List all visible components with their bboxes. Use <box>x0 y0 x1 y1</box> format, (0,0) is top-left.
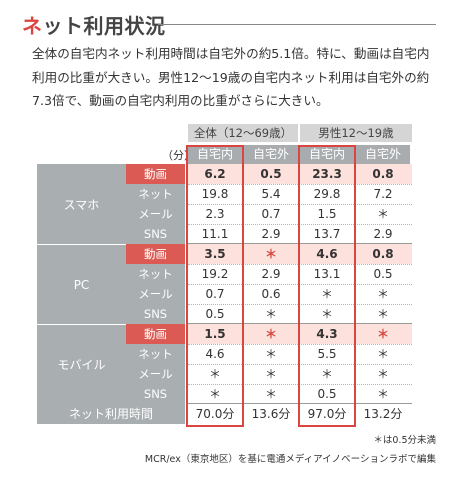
row-divider <box>188 184 412 185</box>
table-cell: ＊ <box>376 387 389 401</box>
table-cell: ＊ <box>376 367 389 381</box>
table-cell: 0.5 <box>260 167 282 181</box>
table-cell: ＊ <box>264 327 277 341</box>
group-divider <box>188 323 412 324</box>
table-cell: ＊ <box>264 367 277 381</box>
table-cell: 0.7 <box>205 287 225 301</box>
row-label: ネット <box>138 267 173 281</box>
group-header-all: 全体（12～69歳） <box>188 124 298 142</box>
footnote: ＊は0.5分未満 <box>373 435 436 446</box>
table-cell: 3.5 <box>204 247 226 261</box>
highlight-box-teen-home <box>298 145 356 427</box>
row-background <box>188 244 412 264</box>
column-header: 自宅内 <box>188 145 242 164</box>
table-cell: ＊ <box>376 307 389 321</box>
total-label: ネット利用時間 <box>37 404 185 424</box>
table-cell: 5.4 <box>261 187 281 201</box>
row-divider <box>188 384 412 385</box>
table-cell: 23.3 <box>312 167 342 181</box>
lead-paragraph: 全体の自宅内ネット利用時間は自宅外の約5.1倍。特に、動画は自宅内利用の比重が大… <box>32 46 430 108</box>
table-cell: ＊ <box>376 327 389 341</box>
column-header: 自宅外 <box>244 145 298 164</box>
highlight-box-all-home <box>186 145 244 427</box>
table-cell: 5.5 <box>317 347 337 361</box>
row-divider <box>188 304 412 305</box>
table-cell: ＊ <box>320 307 333 321</box>
row-label: メール <box>138 287 173 301</box>
table-cell: 0.8 <box>372 167 394 181</box>
total-cell: 13.2分 <box>363 407 403 421</box>
table-cell: ＊ <box>376 347 389 361</box>
row-label: ネット <box>138 347 173 361</box>
table-cell: ＊ <box>264 387 277 401</box>
table-cell: 4.6 <box>316 247 338 261</box>
row-label: SNS <box>143 227 168 241</box>
row-label: SNS <box>143 307 168 321</box>
table-cell: 2.3 <box>205 207 225 221</box>
row-divider <box>188 224 412 225</box>
group-header-male-teen: 男性12～19歳 <box>300 124 412 142</box>
table-cell: 0.6 <box>261 287 281 301</box>
table-cell: 19.8 <box>201 187 229 201</box>
column-header: 自宅外 <box>356 145 410 164</box>
table-cell: 0.5 <box>317 387 337 401</box>
table-cell: ＊ <box>320 287 333 301</box>
table-cell: 29.8 <box>313 187 341 201</box>
row-divider <box>188 204 412 205</box>
row-background <box>188 324 412 344</box>
total-cell: 70.0分 <box>195 407 235 421</box>
table-cell: 2.9 <box>373 227 393 241</box>
table-cell: 0.5 <box>205 307 225 321</box>
table-cell: ＊ <box>264 347 277 361</box>
total-cell: 97.0分 <box>307 407 347 421</box>
table-cell: 4.6 <box>205 347 225 361</box>
row-divider <box>188 344 412 345</box>
row-label: 動画 <box>126 324 185 344</box>
row-background <box>188 164 412 184</box>
table-cell: 1.5 <box>204 327 226 341</box>
table-cell: ＊ <box>208 387 221 401</box>
table-cell: 0.7 <box>261 207 281 221</box>
source-note: MCR/ex（東京地区）を基に電通メディアイノベーションラボで編集 <box>144 454 436 465</box>
table-cell: 2.9 <box>261 267 281 281</box>
table-cell: 2.9 <box>261 227 281 241</box>
page-title: ネット利用状況 <box>22 10 166 39</box>
table-cell: ＊ <box>320 367 333 381</box>
table-cell: 4.3 <box>316 327 338 341</box>
table-cell: 11.1 <box>201 227 229 241</box>
column-header: 自宅内 <box>300 145 354 164</box>
table-cell: 13.1 <box>313 267 341 281</box>
table-cell: ＊ <box>376 207 389 221</box>
table-cell: ＊ <box>264 307 277 321</box>
table-cell: 7.2 <box>373 187 393 201</box>
group-divider <box>188 403 412 404</box>
row-divider <box>188 284 412 285</box>
row-label: 動画 <box>126 164 185 184</box>
title-accent: ネ <box>22 14 43 38</box>
table-cell: 19.2 <box>201 267 229 281</box>
row-label: メール <box>138 207 173 221</box>
table-cell: ＊ <box>208 367 221 381</box>
table-cell: 0.8 <box>372 247 394 261</box>
table-cell: 13.7 <box>313 227 341 241</box>
table-cell: 1.5 <box>317 207 337 221</box>
row-divider <box>188 264 412 265</box>
table-cell: 6.2 <box>204 167 226 181</box>
title-rule <box>158 24 436 25</box>
table-cell: 0.5 <box>373 267 393 281</box>
total-cell: 13.6分 <box>251 407 291 421</box>
row-label: SNS <box>143 387 168 401</box>
table-cell: ＊ <box>264 247 277 261</box>
row-label: 動画 <box>126 244 185 264</box>
title-rest: ット利用状況 <box>42 14 166 38</box>
row-label: ネット <box>138 187 173 201</box>
group-divider <box>188 243 412 244</box>
row-label: メール <box>138 367 173 381</box>
row-divider <box>188 364 412 365</box>
table-cell: ＊ <box>376 287 389 301</box>
